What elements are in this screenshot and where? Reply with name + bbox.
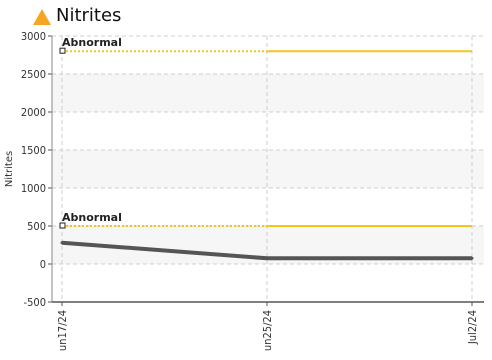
y-tick-label: 1000 [21, 182, 46, 195]
chart-title: Nitrites [56, 4, 122, 26]
threshold-marker [59, 222, 66, 229]
y-tick-label: 0 [40, 258, 46, 271]
x-tick-label: un25/24 [261, 310, 274, 351]
plot-band [52, 36, 484, 74]
chart-header: Nitrites [32, 2, 121, 28]
data-point [265, 256, 269, 260]
x-tick-label: un17/24 [56, 310, 69, 351]
y-tick-label: 2500 [21, 68, 46, 81]
plot-band [52, 188, 484, 226]
threshold-label: Abnormal [62, 36, 122, 49]
data-point [60, 241, 64, 245]
threshold-marker [59, 47, 66, 54]
x-tick-label: Jul2/24 [466, 310, 479, 345]
y-tick-label: 3000 [21, 30, 46, 43]
plot-band [52, 150, 484, 188]
threshold-label: Abnormal [62, 211, 122, 224]
y-tick-label: 2000 [21, 106, 46, 119]
plot-band [52, 74, 484, 112]
plot-band [52, 264, 484, 302]
y-tick-label: -500 [24, 296, 46, 309]
plot-band [52, 112, 484, 150]
y-axis-title: Nitrites [4, 151, 15, 187]
warning-icon [33, 9, 51, 25]
y-tick-label: 1500 [21, 144, 46, 157]
y-tick-label: 500 [27, 220, 46, 233]
data-point [470, 256, 474, 260]
